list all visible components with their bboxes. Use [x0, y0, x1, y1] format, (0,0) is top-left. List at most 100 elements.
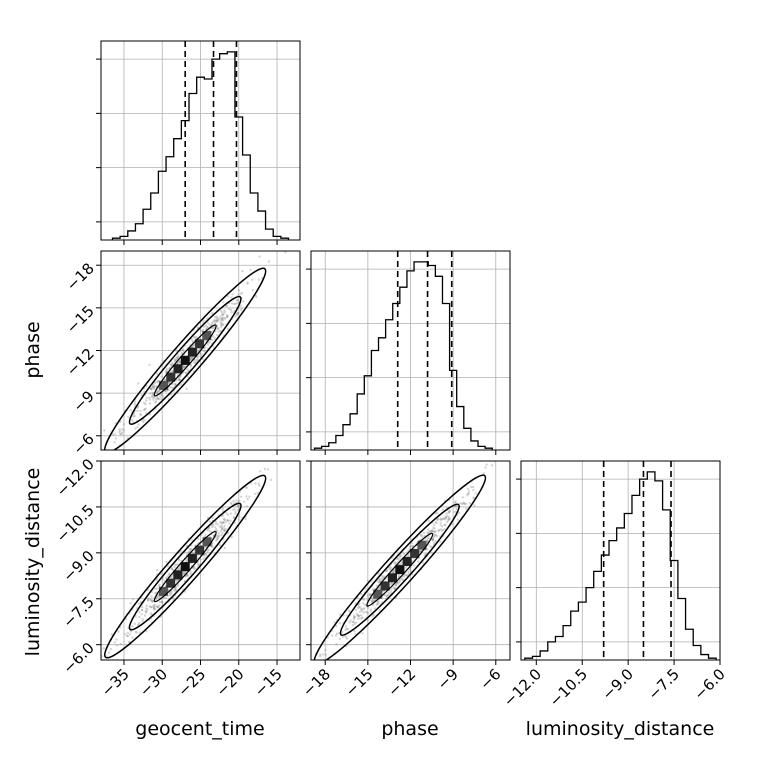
scatter-point — [344, 628, 347, 632]
scatter-point — [431, 537, 435, 540]
scatter-point — [266, 468, 270, 471]
scatter-point — [417, 560, 420, 563]
scatter-point — [398, 554, 401, 558]
scatter-point — [139, 413, 142, 417]
scatter-point — [249, 268, 252, 272]
density-cell — [187, 553, 197, 563]
scatter-point — [108, 651, 111, 654]
scatter-point — [238, 499, 241, 502]
scatter-point — [437, 529, 440, 532]
scatter-point — [171, 370, 174, 373]
scatter-point — [431, 538, 434, 541]
scatter-point — [407, 572, 411, 575]
scatter-point — [352, 616, 356, 619]
scatter-point — [170, 364, 173, 367]
scatter-point — [393, 587, 396, 590]
scatter-point — [129, 630, 133, 633]
scatter-point — [160, 600, 164, 603]
scatter-point — [371, 615, 374, 618]
scatter-point — [426, 537, 429, 540]
scatter-point — [211, 338, 214, 342]
scatter-point — [434, 534, 438, 537]
scatter-point — [382, 590, 385, 593]
scatter-point — [392, 570, 395, 573]
scatter-point — [371, 600, 374, 603]
scatter-point — [426, 540, 429, 543]
scatter-point — [164, 378, 167, 381]
density-cell — [180, 355, 190, 365]
scatter-point — [397, 582, 400, 585]
scatter-point — [443, 518, 447, 521]
scatter-point — [129, 409, 133, 412]
scatter-point — [240, 307, 243, 310]
scatter-point — [393, 587, 396, 591]
scatter-point — [225, 528, 228, 531]
scatter-point — [348, 609, 351, 612]
scatter-point — [150, 395, 153, 398]
scatter-point — [490, 464, 494, 467]
scatter-point — [361, 616, 364, 619]
scatter-point — [196, 554, 200, 557]
scatter-point — [245, 505, 248, 508]
scatter-point — [170, 363, 174, 367]
ylabel-luminosity-distance: luminosity_distance — [22, 468, 44, 657]
scatter-point — [369, 608, 373, 611]
scatter-point — [219, 317, 222, 320]
x-tick-label: −30 — [136, 665, 171, 700]
scatter-point — [402, 552, 406, 556]
scatter-point — [186, 368, 189, 371]
scatter-point — [397, 581, 400, 584]
scatter-point — [466, 494, 469, 497]
density-contour — [153, 530, 217, 603]
xlabel-phase: phase — [381, 718, 438, 740]
scatter-point — [394, 584, 398, 587]
scatter-point — [219, 530, 222, 533]
scatter-point — [431, 538, 434, 541]
scatter-point — [221, 319, 225, 322]
scatter-point — [161, 578, 164, 581]
scatter-point — [161, 601, 164, 604]
scatter-point — [145, 630, 148, 633]
scatter-point — [217, 534, 221, 537]
scatter-point — [308, 655, 310, 657]
scatter-point — [324, 653, 328, 656]
scatter-point — [215, 534, 218, 538]
scatter-point — [223, 528, 226, 532]
density-contour — [153, 324, 217, 397]
scatter-point — [170, 592, 173, 595]
scatter-point — [153, 384, 156, 387]
scatter-point — [216, 316, 219, 319]
scatter-point — [219, 520, 222, 524]
scatter-point — [209, 324, 212, 327]
joint-panel-luminosity-distance-vs-geocent-time — [96, 460, 301, 665]
scatter-point — [232, 508, 235, 511]
ylabel-phase: phase — [22, 321, 44, 378]
scatter-point — [193, 336, 196, 339]
density-contour — [103, 474, 267, 659]
density-contour — [366, 532, 434, 607]
density-cell — [373, 589, 383, 599]
density-cell — [388, 573, 397, 583]
scatter-point — [377, 587, 381, 590]
scatter-point — [135, 631, 138, 634]
scatter-point — [399, 556, 402, 559]
scatter-point — [128, 640, 131, 644]
scatter-point — [150, 595, 153, 598]
scatter-point — [152, 608, 156, 611]
scatter-point — [364, 587, 367, 591]
scatter-point — [467, 492, 470, 495]
scatter-point — [394, 587, 397, 590]
scatter-point — [460, 502, 464, 506]
scatter-point — [182, 365, 185, 369]
density-cell — [195, 339, 205, 349]
scatter-point — [204, 553, 208, 556]
scatter-point — [190, 539, 194, 542]
scatter-point — [173, 358, 176, 361]
scatter-point — [234, 510, 237, 514]
scatter-point — [465, 507, 468, 511]
scatter-point — [234, 315, 237, 318]
scatter-point — [348, 621, 351, 624]
scatter-point — [154, 401, 157, 404]
density-cell — [187, 347, 197, 357]
